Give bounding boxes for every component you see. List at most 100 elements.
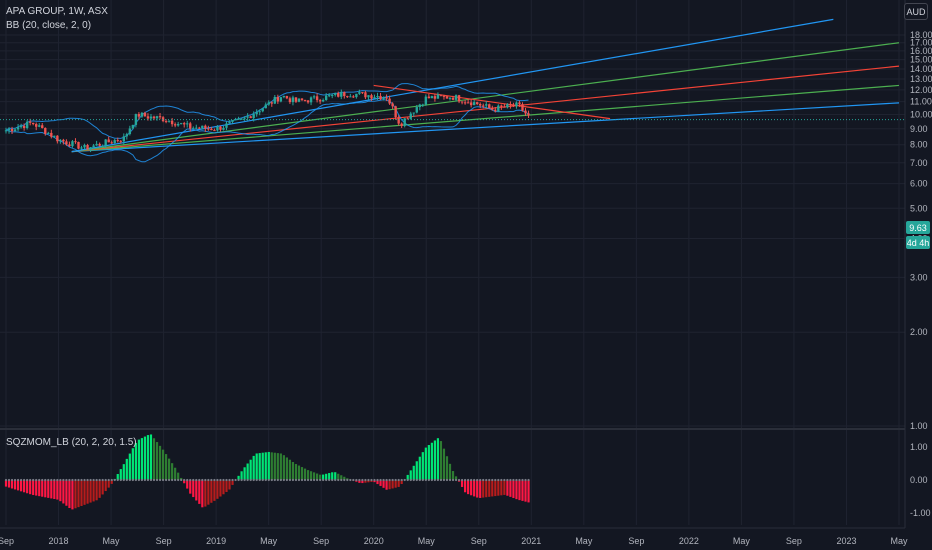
candle-body [255, 112, 258, 115]
osc-tick-label: 1.00 [910, 442, 928, 452]
squeeze-dot [445, 478, 449, 482]
candle-body [16, 127, 20, 130]
candle-body [460, 101, 464, 103]
candle-body [436, 94, 440, 99]
momentum-bar [53, 480, 56, 500]
squeeze-dot [20, 478, 23, 482]
squeeze-dot [430, 478, 433, 482]
momentum-bar [125, 458, 128, 480]
squeeze-dot [113, 478, 116, 482]
momentum-bar [213, 480, 216, 501]
momentum-bar [149, 434, 153, 480]
momentum-bar [183, 480, 186, 484]
squeeze-dot [59, 478, 62, 482]
momentum-bar [279, 453, 282, 480]
squeeze-dot [349, 478, 352, 482]
momentum-bar [59, 480, 62, 502]
momentum-bar [107, 480, 110, 488]
candle-body [421, 104, 425, 106]
momentum-bar [137, 439, 140, 480]
squeeze-dot [189, 478, 192, 482]
squeeze-dot [454, 478, 458, 482]
momentum-bar [476, 480, 479, 498]
momentum-bar [312, 472, 316, 480]
momentum-bar [56, 480, 59, 500]
price-tick-label: 2.00 [910, 327, 928, 337]
squeeze-dot [216, 478, 219, 482]
momentum-bar [86, 480, 89, 504]
momentum-bar [482, 480, 485, 498]
candle-body [331, 94, 334, 96]
candle-body [7, 128, 11, 131]
squeeze-dot [506, 478, 509, 482]
candle-body [524, 110, 527, 114]
momentum-bar [186, 480, 189, 489]
momentum-bar [174, 467, 177, 480]
candle-body [445, 96, 449, 99]
squeeze-dot [68, 478, 71, 482]
momentum-bar [23, 480, 26, 493]
squeeze-dot [488, 478, 491, 482]
squeeze-dot [234, 478, 237, 482]
candle-body [204, 125, 207, 129]
squeeze-dot [467, 478, 470, 482]
time-tick-label: Sep [156, 536, 172, 546]
candle-body [463, 102, 467, 104]
squeeze-dot [219, 478, 222, 482]
squeeze-dot [337, 478, 340, 482]
momentum-bar [246, 463, 249, 480]
momentum-bar [448, 463, 452, 480]
trend-line [71, 102, 900, 153]
candle-body [13, 129, 17, 132]
squeeze-dot [328, 478, 331, 482]
momentum-bar [303, 468, 307, 480]
momentum-bar [261, 452, 264, 480]
candle-body [412, 112, 415, 114]
countdown-badge: 4d 4h [906, 236, 930, 249]
candle-body [89, 147, 92, 150]
momentum-bar [415, 461, 418, 480]
time-tick-label: May [103, 536, 121, 546]
squeeze-dot [225, 478, 228, 482]
momentum-bar [334, 472, 337, 480]
momentum-bar [65, 480, 68, 506]
momentum-bar [62, 480, 65, 504]
squeeze-dot [382, 478, 385, 482]
squeeze-dot [261, 478, 264, 482]
squeeze-dot [86, 478, 89, 482]
candle-body [340, 92, 343, 97]
squeeze-dot [491, 478, 494, 482]
candle-body [430, 96, 434, 99]
momentum-bar [240, 471, 243, 480]
squeeze-dot [222, 478, 225, 482]
squeeze-dot [288, 478, 292, 482]
price-tick-label: 11.00 [910, 97, 932, 107]
candle-body [80, 147, 83, 149]
momentum-bar [394, 480, 397, 488]
momentum-bar [527, 480, 530, 503]
squeeze-dot [41, 478, 44, 482]
candle-body [252, 114, 255, 119]
squeeze-dot [439, 478, 443, 482]
currency-button[interactable]: AUD [904, 3, 928, 20]
squeeze-dot [476, 478, 479, 482]
candle-body [472, 102, 476, 106]
momentum-bar [409, 470, 412, 480]
squeeze-dot [16, 478, 20, 482]
momentum-bar [29, 480, 32, 495]
chart-title: APA GROUP, 1W, ASX [6, 6, 108, 17]
candle-body [65, 141, 68, 145]
squeeze-dot [464, 478, 467, 482]
price-tick-label: 6.00 [910, 179, 928, 189]
trend-line [71, 18, 834, 153]
candle-body [161, 117, 165, 122]
squeeze-dot [282, 478, 285, 482]
candle-body [110, 142, 113, 144]
squeeze-dot [309, 478, 313, 482]
squeeze-dot [370, 478, 373, 482]
squeeze-dot [355, 478, 358, 482]
squeeze-dot [195, 478, 198, 482]
candle-body [521, 104, 524, 111]
grid-lines [0, 0, 905, 525]
